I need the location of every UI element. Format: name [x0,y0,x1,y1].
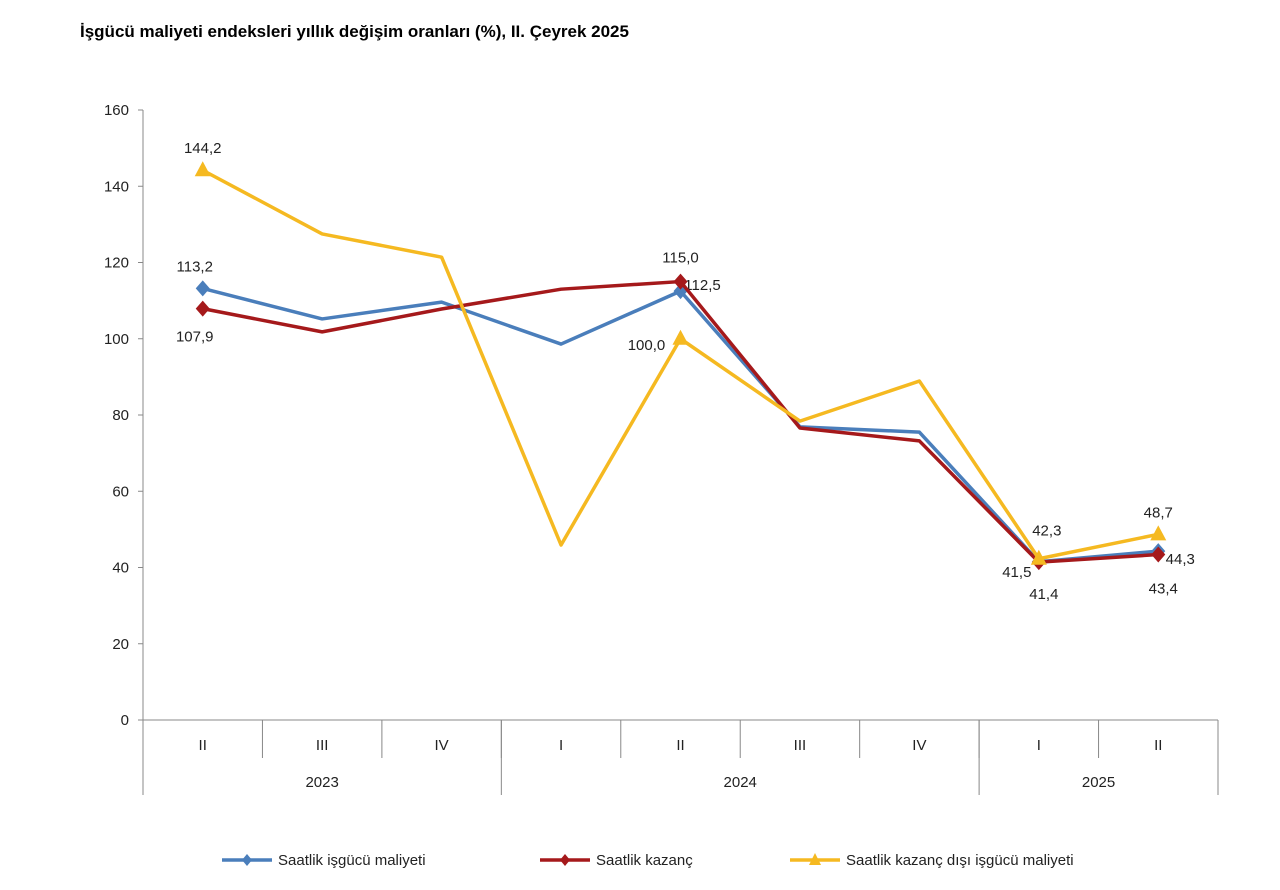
data-label: 113,2 [177,258,213,275]
series-line-2 [201,168,1159,561]
legend-marker [560,854,570,866]
y-tick-label: 160 [104,102,129,119]
series-marker-0 [195,280,210,297]
series-marker-1 [195,300,210,317]
series-marker-2 [672,329,689,345]
legend-label: Saatlik kazanç [596,852,693,869]
y-tick-label: 100 [104,331,129,348]
series-marker-2 [194,161,211,177]
data-label: 112,5 [684,277,720,294]
series-marker-1 [1151,546,1166,563]
data-label: 42,3 [1032,523,1061,540]
series-marker-1 [673,273,688,290]
y-tick-label: 140 [104,178,129,195]
data-label: 41,5 [1002,564,1031,581]
data-label: 144,2 [184,140,222,157]
x-tick-label: III [794,737,807,754]
data-label: 43,4 [1149,581,1178,598]
x-tick-label: IV [435,737,449,754]
year-label: 2023 [305,774,338,791]
data-label: 115,0 [662,250,698,267]
data-label: 48,7 [1144,504,1173,521]
legend-marker [809,853,821,865]
y-tick-label: 80 [112,407,129,424]
chart-title: İşgücü maliyeti endeksleri yıllık değişi… [80,22,629,41]
x-tick-label: I [1037,737,1041,754]
legend-marker [242,854,252,866]
series-marker-2 [1150,525,1167,541]
data-label: 41,4 [1029,586,1058,603]
year-label: 2024 [724,774,757,791]
legend-label: Saatlik işgücü maliyeti [278,852,426,869]
legend-label: Saatlik kazanç dışı işgücü maliyeti [846,852,1074,869]
year-label: 2025 [1082,774,1115,791]
y-tick-label: 0 [121,712,129,729]
x-tick-label: II [199,737,207,754]
data-label: 44,3 [1166,551,1195,568]
y-tick-label: 40 [112,560,129,577]
x-tick-label: IV [912,737,926,754]
x-tick-label: II [1154,737,1162,754]
y-tick-label: 20 [112,636,129,653]
data-label: 100,0 [628,337,666,354]
series-marker-2 [1030,549,1047,565]
x-tick-label: III [316,737,329,754]
data-label: 107,9 [176,329,214,346]
y-tick-label: 120 [104,255,129,272]
x-tick-label: II [676,737,684,754]
x-tick-label: I [559,737,563,754]
y-tick-label: 60 [112,483,129,500]
